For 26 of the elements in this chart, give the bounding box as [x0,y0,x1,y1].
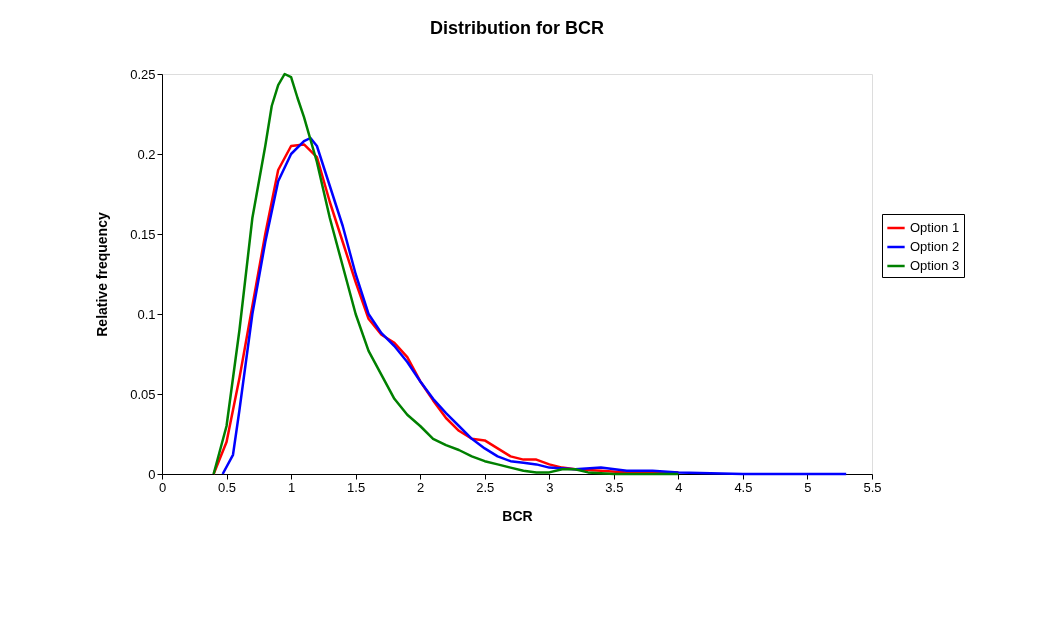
x-tick-label: 5 [804,479,812,495]
x-tick-label: 4.5 [734,479,753,495]
x-tick-label: 3 [546,479,554,495]
x-tick-label: 1 [287,479,296,495]
y-tick-label: 0.25 [130,66,156,82]
x-tick-label: 0 [158,479,167,495]
x-tick-label: 5.5 [863,479,882,495]
y-tick-label: 0 [148,466,156,482]
y-tick-label: 0.1 [137,306,156,322]
chart-title: Distribution for BCR [430,18,604,38]
y-tick-label: 0.15 [130,226,156,242]
x-axis-title: BCR [502,507,533,524]
x-tick-label: 2 [417,479,425,495]
y-tick-label: 0.05 [130,386,156,402]
legend-label: Option 3 [910,258,960,273]
y-tick-label: 0.2 [137,146,156,162]
legend-label: Option 1 [910,220,960,235]
x-tick-label: 3.5 [605,479,624,495]
x-tick-label: 1.5 [347,479,366,495]
line-series [212,72,680,476]
x-tick-label: 4 [675,479,683,495]
y-axis-title: Relative frequency [94,212,111,337]
x-tick-label: 0.5 [218,479,237,495]
legend-label: Option 2 [910,239,960,254]
x-tick-label: 2.5 [476,479,495,495]
line-series [221,136,848,476]
